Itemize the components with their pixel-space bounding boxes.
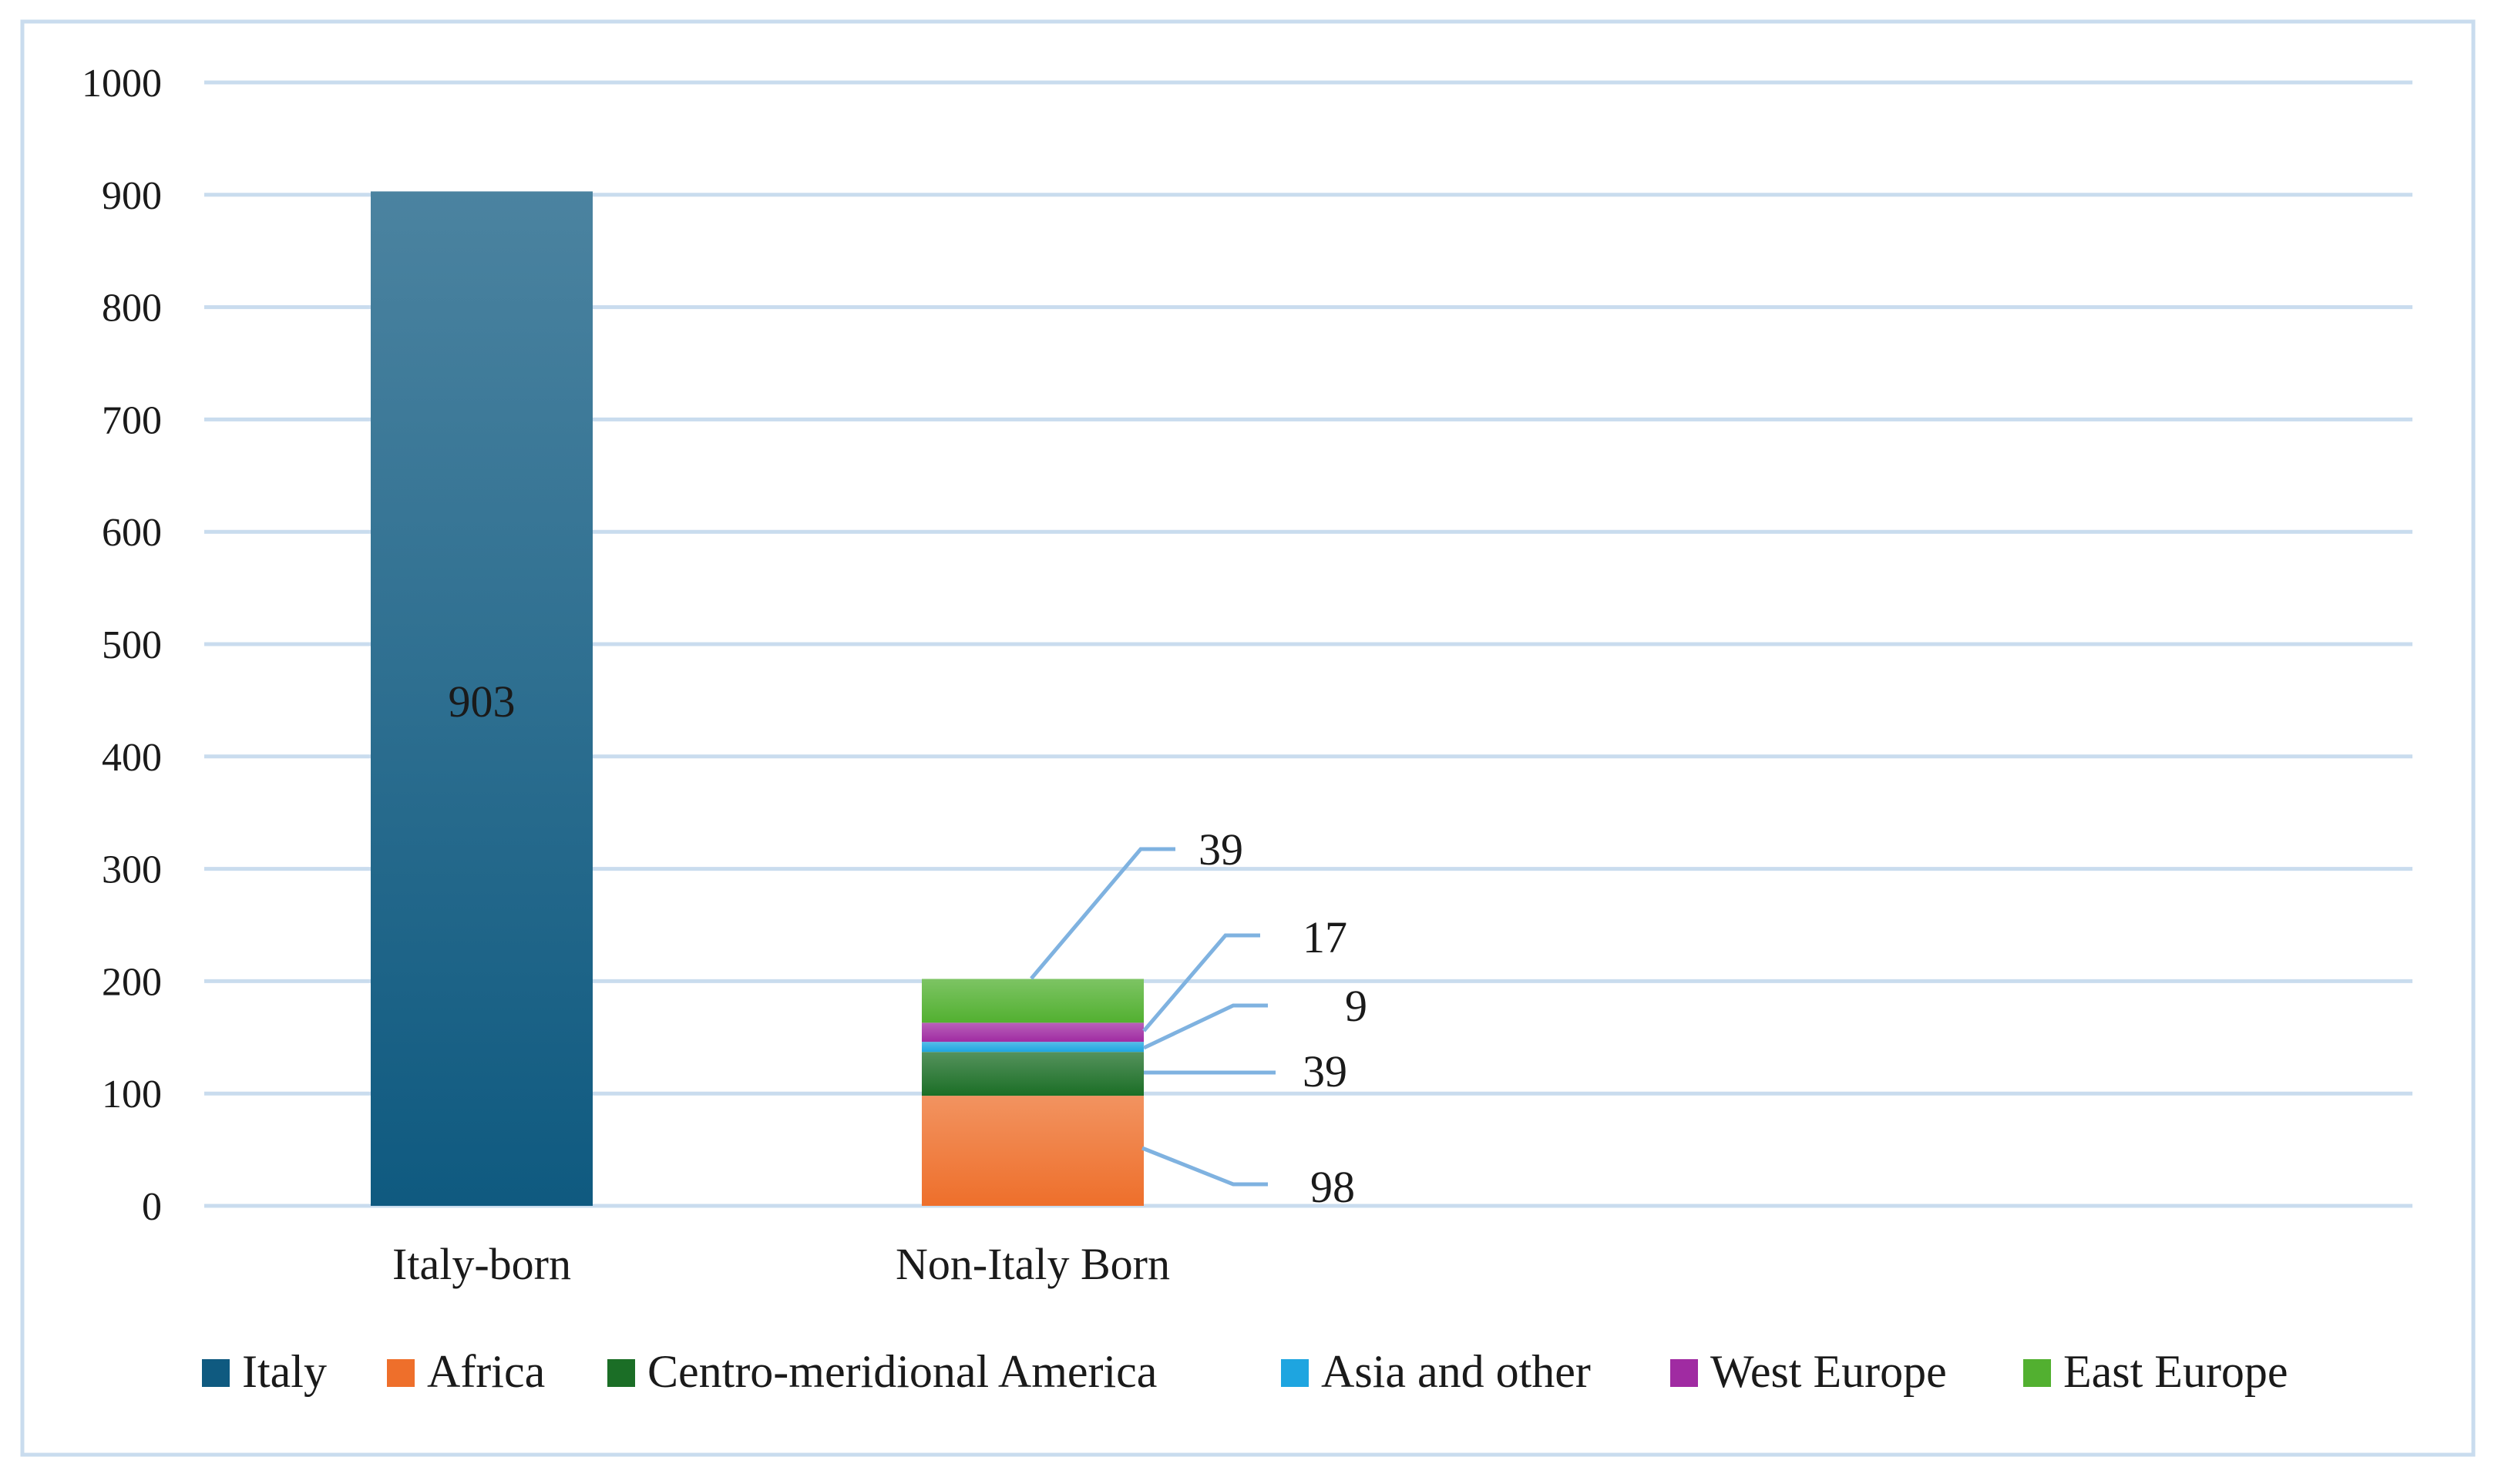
category-labels: Italy-born Non-Italy Born [392,1239,1170,1289]
bar-segment-east-europe [922,979,1144,1023]
legend-label: Africa [427,1346,545,1397]
data-label-asia-and-other: 9 [1345,981,1367,1031]
bar-segment-centro-meridional-america [922,1052,1144,1096]
legend: Italy Africa Centro-meridional America Asia… [202,1346,2288,1397]
legend-label: Asia and other [1321,1346,1591,1397]
leader-line [1142,933,1260,1032]
legend-label: East Europe [2063,1346,2288,1397]
bar-segment-africa [922,1096,1144,1206]
y-tick-label: 400 [102,736,162,780]
y-tick-label: 900 [102,174,162,218]
data-label-centro-meridional-america: 39 [1303,1046,1347,1096]
legend-label: Italy [242,1346,327,1397]
y-tick-label: 0 [142,1185,162,1229]
x-category-label: Non-Italy Born [896,1239,1170,1289]
bar-segment-west-europe [922,1022,1144,1042]
data-label-africa: 98 [1310,1162,1355,1212]
y-tick-label: 800 [102,287,162,331]
bars [371,191,1144,1206]
legend-swatch [1281,1359,1309,1387]
y-tick-label: 1000 [82,62,162,106]
data-label-east-europe: 39 [1199,824,1243,875]
legend-label: Centro-meridional America [647,1346,1157,1397]
y-tick-label: 100 [102,1073,162,1116]
y-tick-label: 600 [102,511,162,555]
leader-lines [1030,847,1276,1187]
legend-swatch [202,1359,230,1387]
leader-line [1142,1003,1268,1050]
legend-swatch [1670,1359,1698,1387]
y-axis-ticks: 0 100 200 300 400 500 600 700 800 900 1000 [82,62,162,1229]
y-tick-label: 700 [102,398,162,442]
legend-swatch [607,1359,635,1387]
data-label-west-europe: 17 [1303,912,1347,962]
bar-segment-asia-and-other [922,1042,1144,1053]
legend-swatch [2023,1359,2051,1387]
y-tick-label: 200 [102,960,162,1004]
x-category-label: Italy-born [392,1239,571,1289]
leader-line [1141,1146,1268,1187]
data-labels: 903 98 39 9 17 39 [449,677,1368,1212]
legend-label: West Europe [1710,1346,1947,1397]
legend-swatch [387,1359,415,1387]
leader-line [1030,847,1175,980]
data-label-italy: 903 [449,677,516,727]
bar-segment-italy [371,191,593,1206]
y-tick-label: 300 [102,848,162,892]
y-tick-label: 500 [102,623,162,667]
